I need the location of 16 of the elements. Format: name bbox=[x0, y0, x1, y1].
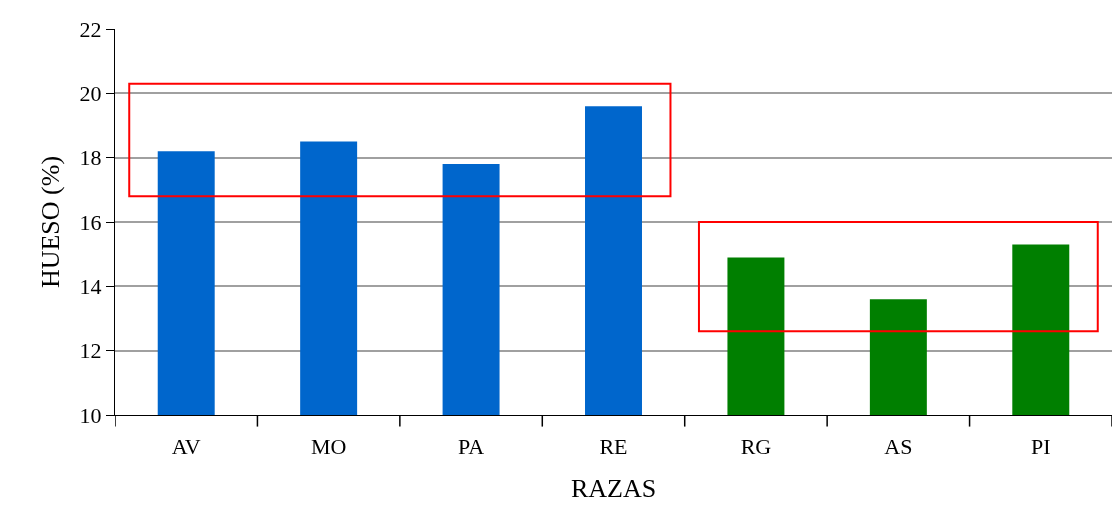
y-tick-label: 14 bbox=[79, 274, 102, 300]
x-axis-title: RAZAS bbox=[570, 474, 657, 504]
y-tick-label: 12 bbox=[79, 338, 102, 364]
y-tick-label: 10 bbox=[79, 402, 102, 428]
x-tick-label: PI bbox=[1031, 434, 1051, 460]
x-tick-label: AV bbox=[171, 434, 201, 460]
y-tick-label: 22 bbox=[79, 16, 102, 42]
x-tick-label: RG bbox=[740, 434, 772, 460]
y-tick-label: 20 bbox=[79, 81, 102, 107]
x-tick-label: MO bbox=[310, 434, 347, 460]
y-tick-label: 18 bbox=[79, 145, 102, 171]
x-tick-label: PA bbox=[458, 434, 485, 460]
x-tick-label: RE bbox=[599, 434, 628, 460]
x-tick-label: AS bbox=[884, 434, 913, 460]
y-axis-title: HUESO (%) bbox=[36, 155, 65, 289]
y-tick-label: 16 bbox=[79, 209, 102, 235]
